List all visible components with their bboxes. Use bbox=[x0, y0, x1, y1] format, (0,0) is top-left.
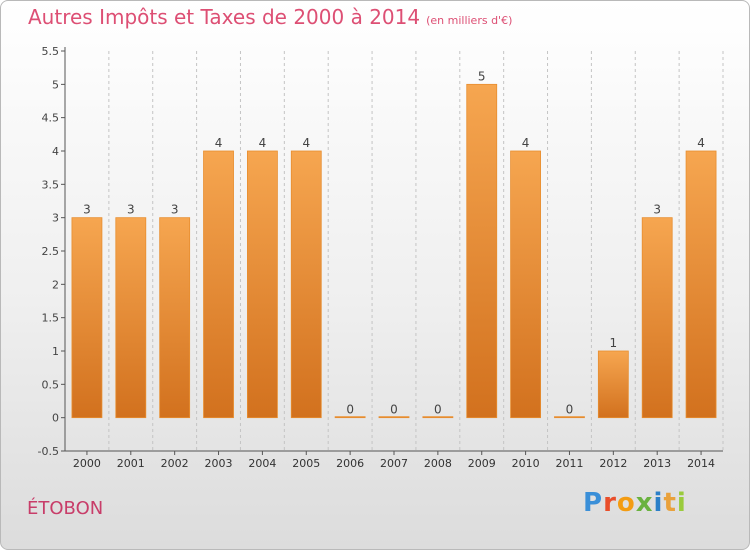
y-tick-label: 1 bbox=[52, 345, 59, 358]
x-tick-label: 2005 bbox=[292, 457, 320, 470]
chart-title-text: Autres Impôts et Taxes de 2000 à 2014 bbox=[28, 5, 421, 29]
bar-2010 bbox=[510, 150, 542, 419]
x-tick-label: 2001 bbox=[117, 457, 145, 470]
brand-letter: i bbox=[653, 488, 664, 518]
bar-2014 bbox=[685, 150, 717, 419]
y-tick-label: -0.5 bbox=[38, 445, 59, 458]
bar-2005 bbox=[290, 150, 322, 419]
bar-2000 bbox=[71, 217, 103, 419]
brand-letter: t bbox=[663, 488, 677, 518]
y-tick-label: 4 bbox=[52, 145, 59, 158]
brand-letter: i bbox=[676, 488, 687, 518]
bar-2012 bbox=[597, 350, 629, 419]
data-label: 4 bbox=[215, 136, 223, 150]
data-label: 1 bbox=[610, 336, 618, 350]
bar-2006 bbox=[334, 416, 366, 419]
x-tick-label: 2003 bbox=[205, 457, 233, 470]
brand-letter: x bbox=[635, 488, 654, 518]
y-tick-label: 3 bbox=[52, 212, 59, 225]
place-name: ÉTOBON bbox=[27, 498, 104, 519]
bar-2003 bbox=[203, 150, 234, 419]
data-label: 3 bbox=[171, 203, 179, 217]
data-label: 0 bbox=[566, 403, 574, 417]
bar-2008 bbox=[422, 416, 454, 419]
x-tick-label: 2000 bbox=[73, 457, 101, 470]
x-tick-label: 2009 bbox=[468, 457, 496, 470]
axes: -0.5 0 0.5 1 1.5 2 2.5 3 3.5 4 4.5 5 5.5 bbox=[38, 45, 723, 458]
data-label: 4 bbox=[302, 136, 310, 150]
x-tick-label: 2007 bbox=[380, 457, 408, 470]
y-tick-label: 0.5 bbox=[42, 378, 60, 391]
brand-letter: P bbox=[583, 488, 604, 518]
x-tick-label: 2004 bbox=[248, 457, 276, 470]
y-tick-label: 4.5 bbox=[42, 112, 60, 125]
data-label: 5 bbox=[478, 69, 486, 83]
y-tick-label: 5.5 bbox=[42, 45, 60, 58]
data-label: 3 bbox=[127, 203, 135, 217]
brand-letter: r bbox=[603, 488, 617, 518]
y-tick-label: 2 bbox=[52, 278, 59, 291]
y-tick-label: 2.5 bbox=[42, 245, 60, 258]
y-tick-label: 1.5 bbox=[42, 312, 60, 325]
y-tick-label: 0 bbox=[52, 412, 59, 425]
x-tick-label: 2012 bbox=[599, 457, 627, 470]
x-tick-label: 2006 bbox=[336, 457, 364, 470]
data-label: 0 bbox=[346, 403, 354, 417]
data-label: 0 bbox=[434, 403, 442, 417]
y-tick-label: 3.5 bbox=[42, 178, 60, 191]
data-label: 0 bbox=[390, 403, 398, 417]
data-label: 3 bbox=[83, 203, 91, 217]
x-tick-label: 2010 bbox=[512, 457, 540, 470]
brand-letter: o bbox=[616, 488, 636, 518]
data-label: 4 bbox=[522, 136, 530, 150]
y-tick-label: 5 bbox=[52, 78, 59, 91]
x-tick-label: 2014 bbox=[687, 457, 715, 470]
bar-2007 bbox=[378, 416, 410, 419]
chart-title: Autres Impôts et Taxes de 2000 à 2014 (en… bbox=[28, 5, 512, 29]
data-label: 3 bbox=[653, 203, 661, 217]
bar-2002 bbox=[159, 217, 191, 419]
x-tick-label: 2002 bbox=[161, 457, 189, 470]
bar-2004 bbox=[246, 150, 278, 419]
data-label: 4 bbox=[697, 136, 705, 150]
data-label: 4 bbox=[259, 136, 267, 150]
bar-2011 bbox=[554, 416, 585, 419]
bar-2013 bbox=[641, 217, 673, 419]
bars bbox=[71, 83, 717, 419]
x-tick-label: 2011 bbox=[555, 457, 583, 470]
x-tick-label: 2013 bbox=[643, 457, 671, 470]
chart-subtitle: (en milliers d'€) bbox=[426, 14, 513, 27]
labels: 2000 3 2001 3 2002 3 2003 4 2004 4 2005 4 2006 0 2007 0… bbox=[73, 69, 715, 470]
x-tick-label: 2008 bbox=[424, 457, 452, 470]
proxiti-logo[interactable]: Proxiti bbox=[583, 488, 687, 518]
bar-2001 bbox=[115, 217, 147, 419]
bar-2009 bbox=[466, 83, 498, 419]
